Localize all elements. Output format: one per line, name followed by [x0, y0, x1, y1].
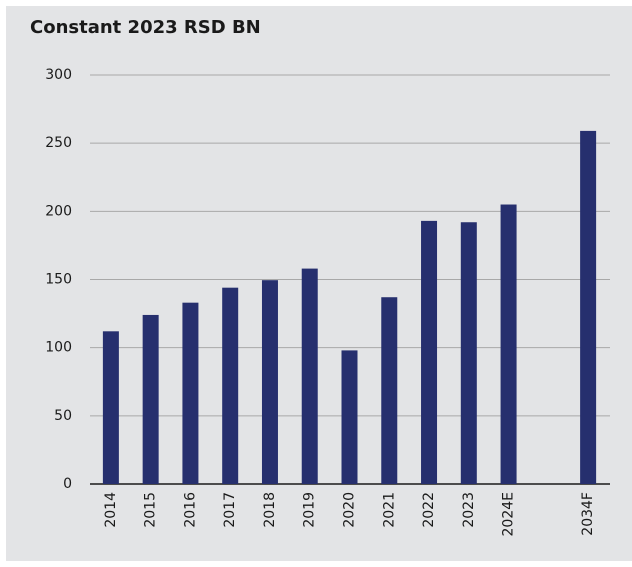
bar: [142, 314, 159, 484]
y-tick-label: 0: [63, 476, 72, 492]
x-tick-label: 2021: [381, 492, 397, 528]
bar: [341, 350, 358, 484]
y-tick-label: 100: [45, 340, 72, 356]
bar: [102, 331, 119, 484]
x-tick-label: 2023: [461, 492, 477, 528]
y-tick-label: 200: [45, 203, 72, 219]
x-tick-label: 2019: [302, 492, 318, 528]
y-tick-label: 50: [54, 408, 72, 424]
bar: [222, 287, 239, 484]
x-tick-label: 2020: [342, 492, 358, 528]
bar: [381, 297, 398, 484]
x-tick-label: 2017: [222, 492, 238, 528]
x-tick-label: 2018: [262, 492, 278, 528]
bar: [182, 302, 199, 484]
x-tick-label: 2034F: [580, 492, 596, 536]
bar: [421, 220, 438, 485]
x-tick-label: 2015: [143, 492, 159, 528]
chart-title: Constant 2023 RSD BN: [30, 17, 261, 38]
chart-background: [6, 6, 632, 561]
bar: [301, 268, 318, 484]
y-tick-label: 250: [45, 135, 72, 151]
y-tick-label: 300: [45, 67, 72, 83]
x-tick-label: 2014: [103, 492, 119, 528]
bar: [460, 222, 477, 485]
y-tick-label: 150: [45, 272, 72, 288]
bar: [580, 130, 597, 484]
x-tick-label: 2022: [421, 492, 437, 528]
x-tick-label: 2016: [182, 492, 198, 528]
bar: [261, 280, 278, 484]
x-tick-label: 2024E: [501, 492, 517, 536]
bar: [500, 204, 517, 484]
